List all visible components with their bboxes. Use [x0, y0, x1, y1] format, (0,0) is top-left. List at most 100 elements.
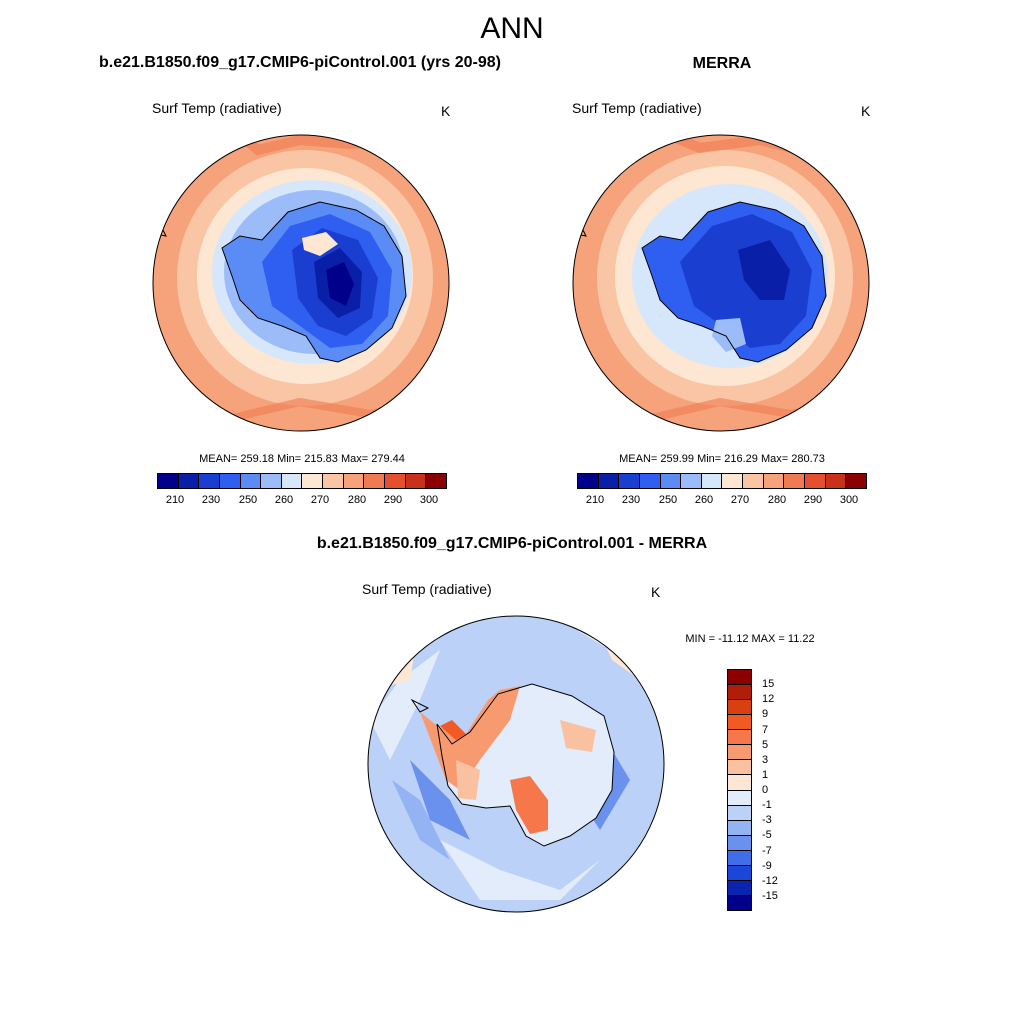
colorbar-tick-label: 210 — [585, 494, 605, 506]
panel2-variable: Surf Temp (radiative) — [572, 100, 702, 116]
panel1-stats: MEAN= 259.18 Min= 215.83 Max= 279.44 — [199, 453, 405, 465]
colorbar-tick-label: 280 — [767, 494, 787, 506]
colorbar-tick-label: 230 — [201, 494, 221, 506]
colorbar-tick-label: 210 — [165, 494, 185, 506]
panel1-colorbar-labels: 210 230 250 260 270 280 290 300 — [157, 494, 447, 508]
colorbar-tick-label: -9 — [762, 859, 772, 872]
colorbar-swatch — [728, 865, 751, 881]
colorbar-swatch — [825, 474, 847, 488]
panel1-title: b.e21.B1850.f09_g17.CMIP6-piControl.001 … — [99, 54, 501, 71]
panel3-colorbar — [727, 669, 752, 911]
colorbar-tick-label: 230 — [621, 494, 641, 506]
panel2-colorbar — [577, 473, 867, 489]
colorbar-tick-label: 7 — [762, 723, 769, 736]
colorbar-swatch — [728, 820, 751, 836]
colorbar-swatch — [639, 474, 661, 488]
colorbar-swatch — [323, 474, 344, 488]
colorbar-tick-label: -15 — [762, 889, 778, 902]
colorbar-swatch — [728, 685, 751, 701]
colorbar-swatch — [728, 850, 751, 866]
colorbar-swatch — [728, 880, 751, 896]
panel1-units: K — [441, 103, 451, 119]
colorbar-tick-label: 250 — [238, 494, 258, 506]
colorbar-swatch — [846, 474, 866, 488]
colorbar-swatch — [158, 474, 179, 488]
colorbar-tick-label: 290 — [383, 494, 403, 506]
colorbar-swatch — [199, 474, 220, 488]
colorbar-swatch — [763, 474, 785, 488]
colorbar-tick-label: -3 — [762, 814, 772, 827]
panel3-map-border — [367, 615, 665, 913]
colorbar-swatch — [784, 474, 806, 488]
colorbar-swatch — [728, 835, 751, 851]
colorbar-tick-label: 0 — [762, 784, 769, 796]
panel3-title: b.e21.B1850.f09_g17.CMIP6-piControl.001 … — [316, 535, 708, 552]
colorbar-tick-label: 300 — [839, 494, 859, 506]
colorbar-swatch — [598, 474, 620, 488]
colorbar-tick-label: -7 — [762, 844, 772, 857]
colorbar-tick-label: 260 — [274, 494, 294, 506]
colorbar-swatch — [681, 474, 702, 488]
colorbar-tick-label: 5 — [762, 738, 769, 751]
colorbar-tick-label: 280 — [347, 494, 367, 506]
colorbar-tick-label: -1 — [762, 799, 772, 812]
colorbar-tick-label: 270 — [310, 494, 330, 506]
colorbar-tick-label: 3 — [762, 753, 769, 766]
panel2-map-border — [572, 134, 870, 432]
panel3-units: K — [651, 584, 661, 600]
colorbar-tick-label: 250 — [658, 494, 678, 506]
colorbar-swatch — [722, 474, 744, 488]
colorbar-swatch — [178, 474, 200, 488]
panel1-colorbar — [157, 473, 447, 489]
colorbar-swatch — [578, 474, 599, 488]
colorbar-swatch — [728, 790, 751, 806]
colorbar-tick-label: -5 — [762, 829, 772, 842]
colorbar-swatch — [743, 474, 764, 488]
panel2-stats: MEAN= 259.99 Min= 216.29 Max= 280.73 — [619, 453, 825, 465]
colorbar-swatch — [261, 474, 282, 488]
colorbar-tick-label: 270 — [730, 494, 750, 506]
colorbar-tick-label: 300 — [419, 494, 439, 506]
panel1-variable: Surf Temp (radiative) — [152, 100, 282, 116]
colorbar-tick-label: 290 — [803, 494, 823, 506]
colorbar-swatch — [728, 670, 751, 686]
colorbar-swatch — [728, 895, 751, 910]
colorbar-swatch — [405, 474, 427, 488]
colorbar-swatch — [426, 474, 446, 488]
colorbar-swatch — [281, 474, 303, 488]
colorbar-swatch — [219, 474, 241, 488]
colorbar-tick-label: 9 — [762, 708, 769, 721]
colorbar-swatch — [343, 474, 365, 488]
colorbar-tick-label: 12 — [762, 693, 775, 706]
colorbar-swatch — [805, 474, 826, 488]
colorbar-swatch — [728, 775, 751, 791]
colorbar-tick-label: -12 — [762, 874, 778, 887]
colorbar-swatch — [701, 474, 723, 488]
colorbar-swatch — [619, 474, 640, 488]
figure-title: ANN — [480, 12, 544, 45]
panel3-map — [368, 616, 664, 912]
colorbar-swatch — [660, 474, 682, 488]
panel3-stats: MIN = -11.12 MAX = 11.22 — [685, 633, 815, 645]
colorbar-swatch — [728, 700, 751, 716]
colorbar-swatch — [385, 474, 406, 488]
colorbar-swatch — [302, 474, 324, 488]
colorbar-swatch — [364, 474, 386, 488]
colorbar-swatch — [728, 805, 751, 821]
colorbar-tick-label: 1 — [762, 768, 769, 781]
colorbar-tick-label: 15 — [762, 678, 775, 691]
panel3-variable: Surf Temp (radiative) — [362, 581, 492, 597]
colorbar-swatch — [728, 730, 751, 746]
colorbar-swatch — [240, 474, 262, 488]
panel2-units: K — [861, 103, 871, 119]
colorbar-swatch — [728, 760, 751, 776]
colorbar-tick-label: 260 — [694, 494, 714, 506]
colorbar-swatch — [728, 745, 751, 761]
panel1-map — [153, 135, 449, 431]
panel1-map-border — [152, 134, 450, 432]
panel2-colorbar-labels: 210 230 250 260 270 280 290 300 — [577, 494, 867, 508]
panel2-title: MERRA — [692, 55, 752, 72]
panel2-map — [573, 135, 869, 431]
colorbar-swatch — [728, 715, 751, 731]
